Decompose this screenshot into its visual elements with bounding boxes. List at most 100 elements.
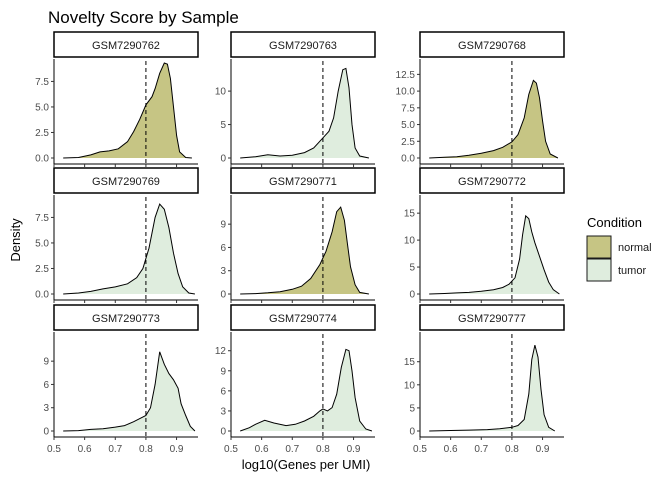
facet-panel-GSM7290774: GSM7290774 0 3 6 9 12 0.5 0.6 0.7 0.8 0.9 (215, 304, 376, 455)
facet-panel-GSM7290763: GSM7290763 0 5 10 (215, 31, 376, 167)
y-tick-label: 10 (404, 380, 416, 391)
density-area-tumor (240, 68, 369, 158)
facet-strip-label: GSM7290777 (458, 313, 526, 325)
y-tick-label: 0 (409, 290, 415, 301)
y-tick-label: 5 (409, 403, 415, 414)
density-curve (240, 206, 369, 295)
y-tick-label: 5.0 (35, 102, 49, 113)
density-area-tumor (429, 345, 555, 431)
facet-panel-GSM7290762: GSM7290762 0.0 2.5 5.0 7.5 (35, 31, 199, 167)
y-tick-label: 5.0 (35, 238, 49, 249)
facet-panel-GSM7290777: GSM7290777 0 5 10 15 0.5 0.6 0.7 0.8 0.9 (404, 304, 565, 455)
facet-strip-label: GSM7290768 (458, 40, 526, 52)
facet-strip-label: GSM7290771 (269, 176, 337, 188)
density-curve (240, 348, 373, 432)
y-tick-label: 10 (215, 87, 227, 98)
density-curve (63, 203, 195, 295)
y-tick-label: 7.5 (35, 213, 49, 224)
y-tick-label: 15 (404, 209, 416, 220)
legend-swatch-normal (586, 235, 612, 259)
facet-strip (230, 31, 376, 58)
y-tick-label: 2.5 (35, 128, 49, 139)
chart-title: Novelty Score by Sample (48, 8, 239, 27)
x-tick-label: 0.6 (78, 444, 92, 455)
y-tick-label: 0 (220, 290, 226, 301)
y-tick-label: 0.0 (35, 290, 49, 301)
x-tick-label: 0.8 (505, 444, 519, 455)
density-curve (63, 351, 196, 432)
x-tick-label: 0.7 (108, 444, 122, 455)
facet-panel-GSM7290772: GSM7290772 0 5 10 15 (404, 167, 565, 303)
density-curve (63, 62, 192, 159)
legend-label-normal: normal (618, 242, 652, 254)
facet-strip-label: GSM7290772 (458, 176, 526, 188)
density-curve (429, 214, 560, 295)
legend-label-tumor: tumor (618, 265, 646, 277)
density-area-normal (429, 80, 558, 158)
y-tick-label: 9 (43, 357, 49, 368)
density-area-normal (240, 207, 369, 294)
y-tick-label: 5 (409, 263, 415, 274)
x-tick-label: 0.7 (285, 444, 299, 455)
y-tick-label: 5.0 (401, 120, 415, 131)
facet-panel-GSM7290771: GSM7290771 0 3 6 9 (220, 167, 376, 303)
y-tick-label: 3 (43, 403, 49, 414)
facet-strip (53, 167, 199, 194)
y-tick-label: 12.5 (396, 70, 416, 81)
facet-strip-label: GSM7290773 (92, 313, 160, 325)
y-tick-label: 6 (220, 243, 226, 254)
facet-strip (53, 31, 199, 58)
x-tick-label: 0.6 (444, 444, 458, 455)
y-tick-label: 10 (404, 236, 416, 247)
y-tick-label: 12 (215, 346, 227, 357)
facet-panels: GSM72907620.02.55.07.5GSM72907630510GSM7… (35, 31, 565, 455)
facet-strip (230, 167, 376, 194)
y-tick-label: 2.5 (35, 264, 49, 275)
y-tick-label: 6 (43, 380, 49, 391)
y-tick-label: 3 (220, 266, 226, 277)
density-area-tumor (63, 351, 195, 431)
density-curve (429, 344, 556, 432)
facet-panel-GSM7290768: GSM7290768 0.0 2.5 5.0 7.5 10.0 12.5 (396, 31, 565, 167)
facet-panel-GSM7290769: GSM7290769 0.0 2.5 5.0 7.5 (35, 167, 199, 303)
y-tick-label: 3 (220, 406, 226, 417)
y-tick-label: 0.0 (401, 154, 415, 165)
y-tick-label: 5 (220, 120, 226, 131)
y-tick-label: 7.5 (35, 77, 49, 88)
y-tick-label: 0 (220, 154, 226, 165)
y-tick-label: 0 (220, 427, 226, 438)
x-tick-label: 0.5 (413, 444, 427, 455)
y-tick-label: 9 (220, 220, 226, 231)
density-curve (240, 67, 370, 159)
facet-strip-label: GSM7290762 (92, 40, 160, 52)
y-tick-label: 9 (220, 366, 226, 377)
y-tick-label: 7.5 (401, 103, 415, 114)
y-tick-label: 0.0 (35, 154, 49, 165)
legend: Condition normal tumor (586, 215, 652, 282)
facet-strip-label: GSM7290763 (269, 40, 337, 52)
legend-title: Condition (587, 215, 642, 230)
facet-strip (230, 304, 376, 331)
x-tick-label: 0.9 (170, 444, 184, 455)
facet-strip-label: GSM7290774 (269, 313, 337, 325)
y-axis-title: Density (8, 218, 23, 262)
density-area-tumor (429, 215, 560, 294)
density-area-tumor (240, 349, 372, 431)
facet-strip-label: GSM7290769 (92, 176, 160, 188)
legend-swatch-tumor (586, 258, 612, 282)
facet-strip (419, 31, 565, 58)
y-tick-label: 6 (220, 386, 226, 397)
x-tick-label: 0.8 (316, 444, 330, 455)
facet-panel-GSM7290773: GSM7290773 0 3 6 9 0.5 0.6 0.7 0.8 0.9 (43, 304, 199, 455)
x-tick-label: 0.6 (255, 444, 269, 455)
y-tick-label: 0 (43, 427, 49, 438)
y-tick-label: 2.5 (401, 137, 415, 148)
facet-strip (419, 304, 565, 331)
facet-strip (419, 167, 565, 194)
x-tick-label: 0.5 (224, 444, 238, 455)
x-tick-label: 0.7 (474, 444, 488, 455)
facet-strip (53, 304, 199, 331)
x-tick-label: 0.8 (139, 444, 153, 455)
density-area-normal (63, 63, 192, 158)
